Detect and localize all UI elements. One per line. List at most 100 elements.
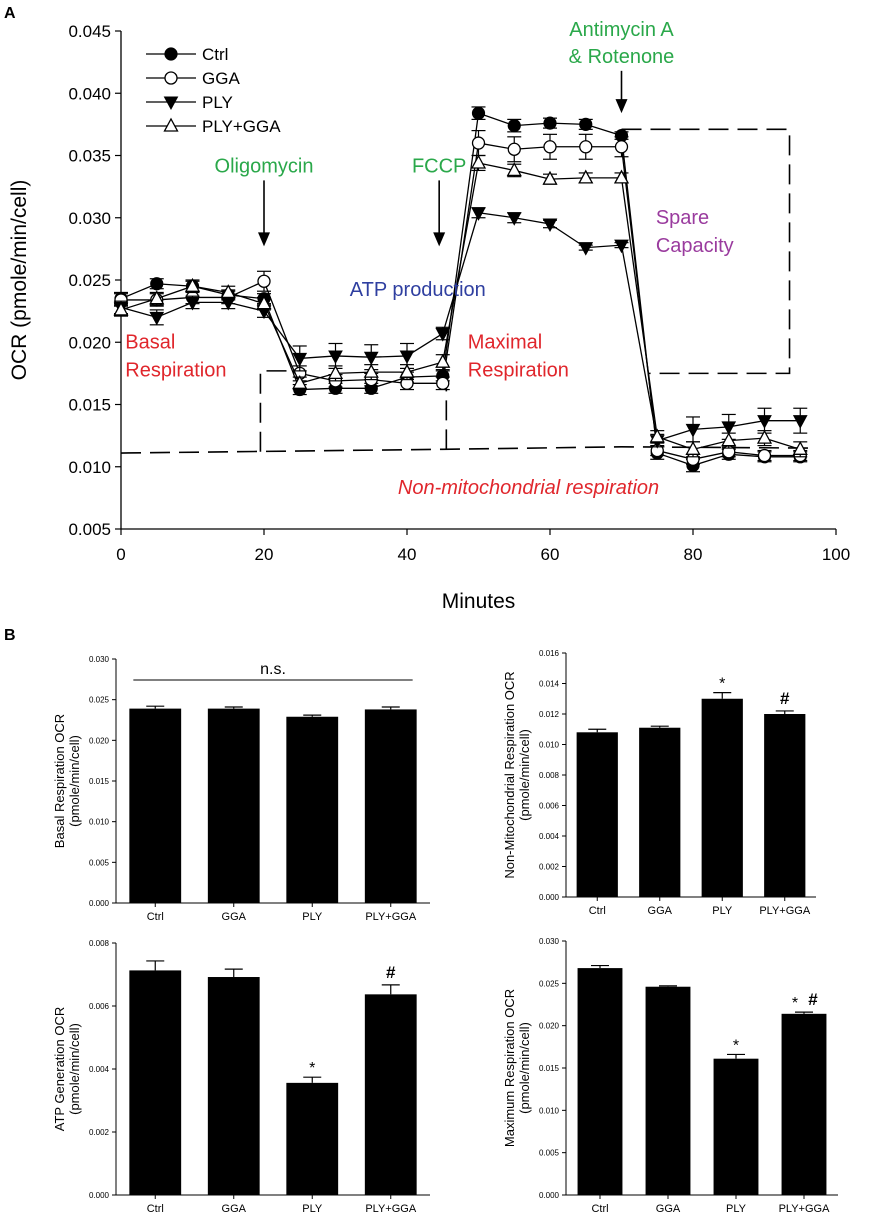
data-point-ply-gga [435,353,451,368]
data-point-ctrl [471,106,486,120]
y-tick-label: 0.020 [539,1022,560,1031]
data-point-ply [471,207,486,221]
data-point-ply [792,415,808,429]
data-point-ply-gga [685,440,701,455]
data-point-ply-gga [792,440,808,455]
x-tick-label: PLY [302,1203,323,1215]
data-point-ply-gga [256,295,272,310]
data-point-gga [614,140,629,154]
x-tick-label: 40 [398,545,417,564]
region-label-atp-production: ATP production [350,279,486,301]
data-point-ply [721,421,737,435]
x-tick-label: PLY+GGA [759,905,811,917]
y-tick-label: 0.014 [539,680,560,689]
data-point-ply-gga [113,301,129,316]
legend-marker-ply-gga [163,117,179,132]
y-tick-label: 0.010 [89,818,110,827]
y-tick-label: 0.000 [89,899,110,908]
data-point-ply-gga [470,154,487,169]
y-axis-title: Maximum Respiration OCR [502,989,517,1147]
x-tick-label: PLY+GGA [779,1203,831,1215]
data-point-ply [363,351,379,366]
data-point-ply [149,311,165,326]
y-tick-label: 0.004 [539,832,560,841]
data-point-ply-gga [327,365,344,380]
y-tick-label: 0.002 [89,1128,110,1137]
data-point-ply [292,352,308,367]
data-point-ply [542,218,558,233]
data-point-ply-gga [149,290,165,305]
x-tick-label: Ctrl [147,1203,164,1215]
data-point-ply [757,415,772,429]
y-tick-label: 0.010 [68,458,111,477]
data-point-ctrl [150,277,164,291]
bar [364,994,417,1195]
y-tick-label: 0.015 [68,396,111,415]
data-point-ply [614,239,629,254]
legend-label-ply-gga: PLY+GGA [202,117,281,136]
significance-hash: # [386,963,396,982]
y-tick-label: 0.002 [539,863,560,872]
x-tick-label: PLY [712,905,733,917]
data-point-ctrl [579,117,593,131]
x-tick-label: PLY [302,911,323,923]
y-axis-title: (pmole/min/cell) [517,1022,532,1114]
series-line-ply-gga [120,162,801,450]
bar [645,986,691,1195]
y-tick-label: 0.025 [68,271,111,290]
x-tick-label: Ctrl [591,1203,608,1215]
y-tick-label: 0.045 [68,22,111,41]
data-point-ply-gga [399,363,415,378]
data-point-ply-gga [220,284,236,299]
region-label-spare-capacity: Spare [656,207,709,229]
data-point-ctrl [507,119,521,133]
region-label-basal-respiration: Respiration [125,359,226,381]
y-tick-label: 0.025 [539,979,560,988]
data-point-ply [685,423,701,438]
y-tick-label: 0.015 [89,777,110,786]
region-label-spare-capacity: Capacity [656,235,734,257]
x-tick-label: GGA [222,911,247,923]
data-point-gga [257,274,271,288]
panel-label-a: A [4,5,16,22]
y-axis-title: (pmole/min/cell) [517,729,532,821]
data-point-ply [399,350,415,364]
legend-marker-gga [164,71,178,85]
x-tick-label: GGA [648,905,673,917]
dashed-region-outline [120,446,811,454]
region-label-maximal-respiration: Respiration [468,359,569,381]
data-point-ply-gga [649,428,665,443]
basal-respiration-bar-chart: 0.000 0.005 0.010 0.015 0.020 0.025 0.030 Ctrl G… [52,655,430,923]
x-tick-label: PLY [726,1203,747,1215]
y-tick-label: 0.006 [89,1002,110,1011]
data-point-ply-gga [756,429,773,444]
data-point-ply-gga [613,169,630,184]
significance-star: * [733,1037,739,1054]
injection-label-antimycin-a: & Rotenone [569,46,675,68]
y-axis-title: Non-Mitochondrial Respiration OCR [502,671,517,878]
data-point-ply-gga [184,277,201,292]
data-point-gga [543,140,557,154]
y-tick-label: 0.005 [539,1149,560,1158]
y-axis-title: (pmole/min/cell) [67,1023,82,1115]
x-tick-label: 100 [822,545,850,564]
region-label-maximal-respiration: Maximal [468,331,542,353]
bar [207,708,260,903]
y-tick-label: 0.004 [89,1065,110,1074]
y-tick-label: 0.012 [539,710,560,719]
y-tick-label: 0.020 [89,736,110,745]
data-point-ply [506,212,522,226]
legend-label-gga: GGA [202,69,240,88]
significance-label: n.s. [260,661,286,678]
y-tick-label: 0.030 [539,937,560,946]
x-tick-label: PLY+GGA [365,1203,417,1215]
injection-label-oligomycin: Oligomycin [215,155,314,177]
ocr-time-course-chart: 0.005 0.010 0.015 0.020 0.025 0.030 0.035 0.040… [8,19,850,613]
bar [701,698,743,897]
region-label-non-mitochondrial-respiration: Non-mitochondrial respiration [398,477,659,499]
data-point-ply [185,296,200,311]
y-tick-label: 0.005 [68,520,111,539]
bar [764,714,806,897]
y-axis-title: Basal Respiration OCR [52,714,67,848]
bar [286,716,339,903]
